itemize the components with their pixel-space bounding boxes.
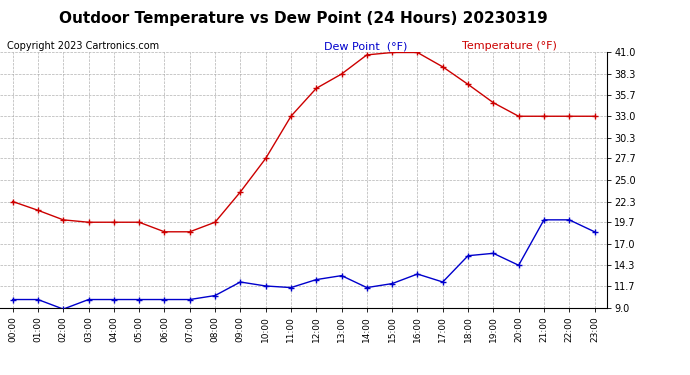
Text: Temperature (°F): Temperature (°F) (462, 41, 558, 51)
Text: Outdoor Temperature vs Dew Point (24 Hours) 20230319: Outdoor Temperature vs Dew Point (24 Hou… (59, 11, 548, 26)
Text: Copyright 2023 Cartronics.com: Copyright 2023 Cartronics.com (7, 41, 159, 51)
Text: Dew Point  (°F): Dew Point (°F) (324, 41, 408, 51)
